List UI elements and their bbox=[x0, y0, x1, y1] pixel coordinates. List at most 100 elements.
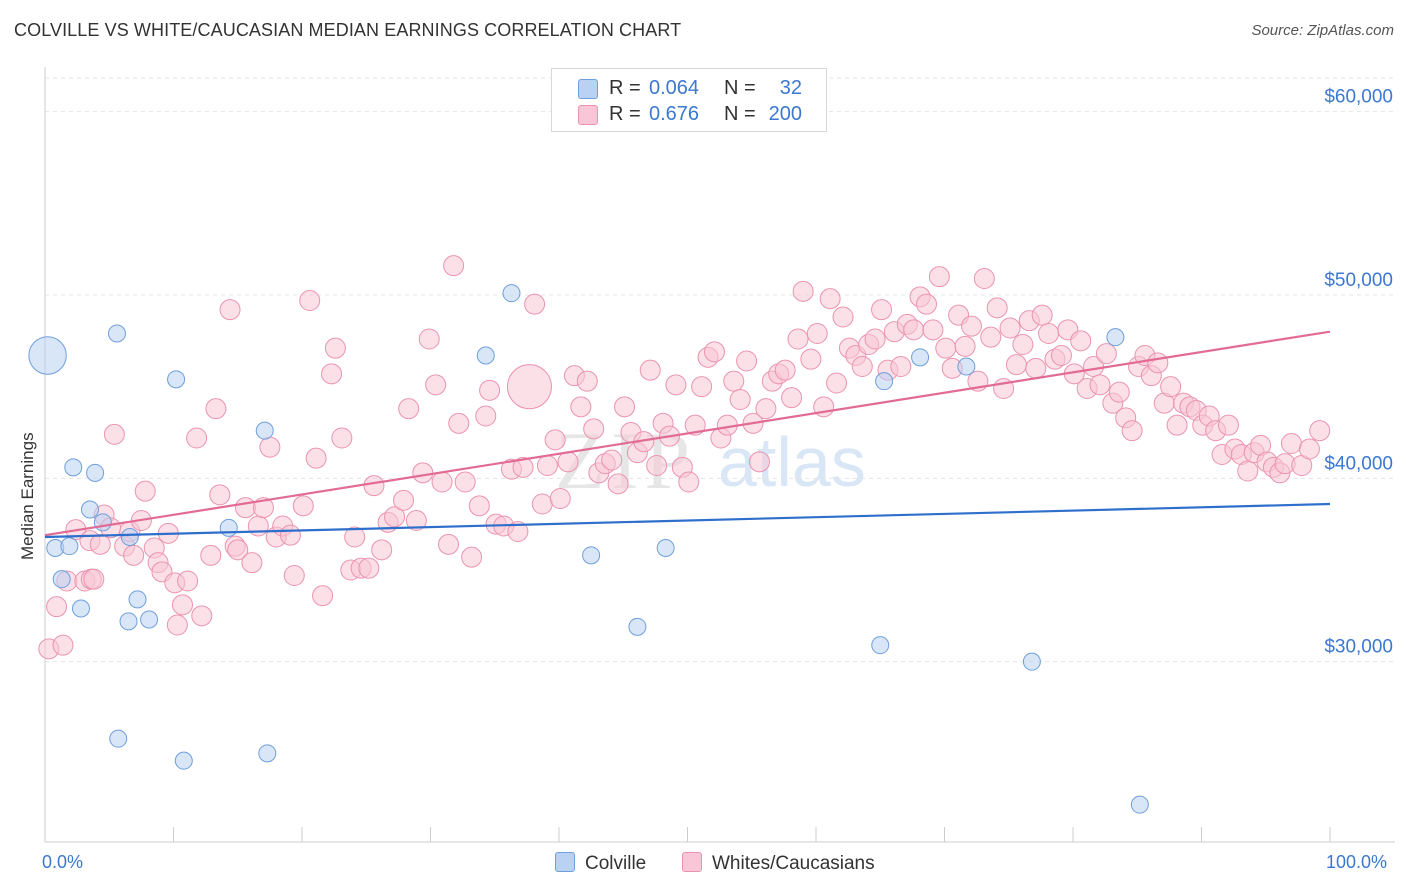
data-point bbox=[468, 495, 490, 517]
colville-r-value: 0.064 bbox=[649, 77, 700, 99]
data-point bbox=[461, 546, 483, 568]
data-point bbox=[93, 513, 112, 532]
data-point bbox=[614, 396, 636, 418]
data-point bbox=[1106, 328, 1125, 347]
data-point bbox=[1280, 433, 1302, 454]
data-point bbox=[576, 370, 598, 392]
legend-row-colville: R = 0.064 N = 32 bbox=[552, 75, 826, 101]
legend-item-whites: Whites/Caucasians bbox=[682, 852, 875, 875]
data-point bbox=[1160, 376, 1182, 398]
data-point bbox=[800, 348, 822, 370]
data-point bbox=[512, 456, 534, 478]
data-point bbox=[960, 315, 982, 337]
data-point bbox=[219, 299, 241, 321]
data-point bbox=[792, 280, 814, 302]
data-point bbox=[103, 423, 125, 445]
data-point bbox=[928, 266, 950, 288]
data-point bbox=[83, 568, 105, 590]
data-point bbox=[405, 510, 427, 531]
data-point bbox=[1005, 354, 1027, 376]
grid-lines bbox=[45, 77, 1395, 663]
x-tick-label-min: 0.0% bbox=[42, 852, 84, 872]
data-point bbox=[418, 328, 440, 350]
data-point bbox=[980, 326, 1002, 348]
whites-legend-label: Whites/Caucasians bbox=[712, 853, 875, 874]
data-point bbox=[1298, 438, 1320, 460]
data-point bbox=[299, 290, 321, 311]
data-point bbox=[1130, 795, 1149, 814]
data-point bbox=[678, 471, 700, 493]
data-point bbox=[570, 396, 592, 418]
data-point bbox=[177, 570, 199, 592]
data-point bbox=[819, 288, 841, 310]
data-point bbox=[665, 374, 687, 396]
legend-row-whites: R = 0.676 N = 200 bbox=[552, 101, 826, 127]
data-point bbox=[864, 328, 886, 350]
data-point bbox=[363, 475, 385, 497]
data-point bbox=[305, 447, 327, 469]
data-point bbox=[292, 495, 314, 517]
data-point bbox=[748, 451, 770, 473]
data-point bbox=[128, 590, 147, 609]
data-point bbox=[1166, 414, 1188, 436]
data-point bbox=[120, 528, 139, 546]
y-axis-label: Median Earnings bbox=[18, 432, 37, 560]
data-point bbox=[109, 729, 128, 748]
data-point bbox=[703, 341, 725, 363]
whites-trend-line bbox=[44, 330, 1331, 537]
data-point bbox=[911, 348, 930, 367]
data-point bbox=[986, 297, 1008, 319]
data-point bbox=[107, 324, 126, 343]
data-point bbox=[806, 323, 828, 344]
data-point bbox=[871, 636, 890, 655]
data-point bbox=[475, 405, 497, 427]
y-tick-label: $50,000 bbox=[1324, 270, 1393, 291]
data-point bbox=[167, 370, 186, 389]
data-point bbox=[646, 455, 668, 476]
data-point bbox=[691, 376, 713, 398]
data-point bbox=[259, 436, 281, 458]
whites-legend-swatch bbox=[682, 852, 702, 872]
data-point bbox=[174, 751, 193, 770]
data-point bbox=[973, 268, 995, 289]
data-point bbox=[80, 500, 99, 519]
data-point bbox=[52, 570, 71, 589]
data-point bbox=[255, 421, 274, 440]
data-point bbox=[684, 414, 706, 436]
data-point bbox=[531, 493, 553, 515]
data-point bbox=[1038, 323, 1060, 344]
data-point bbox=[86, 463, 105, 482]
data-point bbox=[601, 449, 623, 471]
data-point bbox=[437, 533, 459, 555]
data-point bbox=[787, 328, 809, 350]
data-point bbox=[536, 455, 558, 476]
data-point bbox=[1025, 357, 1047, 379]
data-point bbox=[736, 350, 758, 372]
data-point bbox=[191, 605, 213, 627]
data-point bbox=[544, 429, 566, 451]
data-point bbox=[209, 484, 231, 506]
data-point bbox=[398, 398, 420, 420]
data-point bbox=[851, 356, 873, 377]
data-point bbox=[1050, 345, 1072, 366]
data-point bbox=[1121, 420, 1143, 442]
chart-source: Source: ZipAtlas.com bbox=[1251, 22, 1394, 39]
y-tick-label: $40,000 bbox=[1324, 453, 1393, 474]
data-point bbox=[140, 610, 159, 629]
data-point bbox=[358, 557, 380, 579]
data-point bbox=[1217, 414, 1239, 436]
whites-n-value: 200 bbox=[768, 103, 802, 125]
axes bbox=[44, 67, 1395, 843]
data-point bbox=[1012, 334, 1034, 355]
data-point bbox=[1070, 330, 1092, 352]
data-point bbox=[1237, 460, 1259, 482]
data-point bbox=[371, 539, 393, 561]
data-point bbox=[393, 489, 415, 511]
colville-legend-swatch bbox=[555, 852, 575, 872]
data-point bbox=[957, 357, 976, 376]
data-point bbox=[935, 337, 957, 359]
data-point bbox=[279, 524, 301, 546]
data-point bbox=[134, 480, 156, 502]
data-point bbox=[549, 488, 571, 509]
